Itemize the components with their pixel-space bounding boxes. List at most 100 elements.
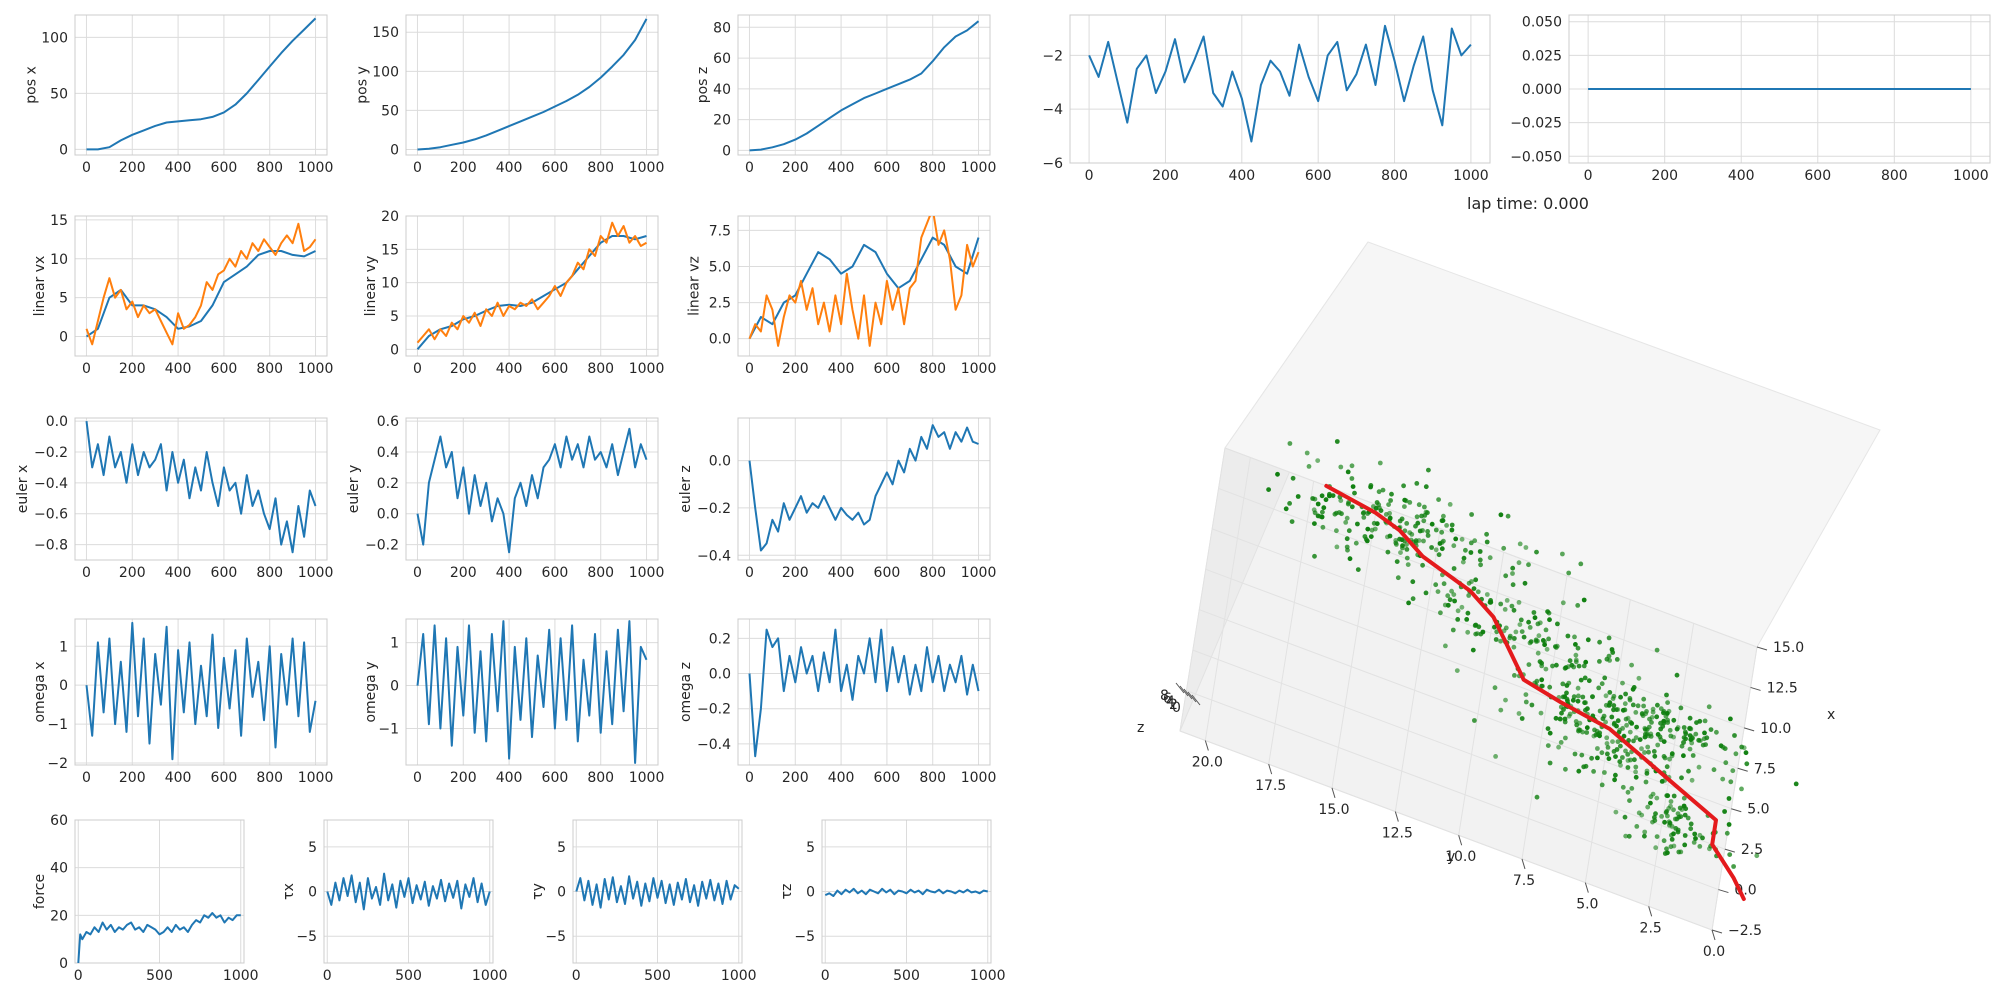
cone-point <box>1576 768 1582 774</box>
cone-point <box>1639 746 1644 752</box>
cone-point <box>1469 512 1474 517</box>
cone-point <box>1667 756 1672 762</box>
cone-point <box>1339 511 1344 517</box>
cone-point <box>1606 756 1612 762</box>
cone-point <box>1720 776 1726 782</box>
cone-point <box>1575 645 1581 651</box>
cone-point <box>1700 835 1705 841</box>
plot-border <box>323 819 494 964</box>
plot-frame <box>1069 14 1491 164</box>
cone-point <box>1682 812 1688 818</box>
cone-point <box>1664 764 1670 770</box>
cone-point <box>1547 684 1553 690</box>
x-tick-label: 800 <box>256 160 283 176</box>
y-tick-label: 0.0 <box>709 332 731 348</box>
y-axis-label: linear vy <box>363 256 379 317</box>
x-tick-label: 1000 <box>629 361 665 377</box>
cone-point <box>1320 509 1325 515</box>
x-tick-label: 0 <box>821 968 830 984</box>
series-line-0 <box>748 424 979 552</box>
cone-point <box>1439 529 1445 535</box>
cone-point <box>1692 831 1698 837</box>
y-tick-label: 100 <box>372 64 399 80</box>
plot-border <box>737 14 991 156</box>
panel-pos-y: 0 200 400 600 800 1000 0 50 100 150 pos y <box>355 14 665 176</box>
cone-point <box>1474 631 1480 636</box>
cone-point <box>1321 505 1327 511</box>
cone-point <box>1327 491 1332 497</box>
cone-point <box>1416 502 1422 508</box>
x-tick-label: 1000 <box>629 160 665 176</box>
x-tick-label: 200 <box>782 160 809 176</box>
x-tick-label: 600 <box>1305 168 1332 184</box>
y-axis-label: omega z <box>678 662 694 722</box>
y-tick-label: 0 <box>390 143 399 159</box>
cone-point <box>1658 726 1664 732</box>
cone-point <box>1622 814 1628 820</box>
cone-point <box>1597 730 1603 736</box>
cone-point <box>1739 744 1745 750</box>
plot-border <box>74 618 328 766</box>
cone-point <box>1423 590 1429 596</box>
cone-point <box>1633 769 1638 775</box>
cone-point <box>1630 702 1636 708</box>
plot-border <box>74 215 328 357</box>
cone-point <box>1625 789 1631 795</box>
y-tick-label: 1 <box>390 636 399 652</box>
cone-point <box>1547 760 1553 766</box>
y-tick-label: 2.5 <box>709 296 731 312</box>
x-tick-label: 500 <box>146 968 173 984</box>
cone-point <box>1711 767 1717 773</box>
cone-point <box>1661 710 1666 716</box>
cone-point <box>1683 736 1688 742</box>
cone-point <box>1614 657 1620 662</box>
series-line-0 <box>326 872 491 911</box>
x-tick-label: 1000 <box>629 770 665 786</box>
panel-linear-vz: 0 200 400 600 800 1000 0.0 2.5 5.0 7.5 linear vz <box>687 215 996 377</box>
cone-point <box>1691 840 1697 845</box>
x-tick-label: 200 <box>1152 168 1179 184</box>
cone-point <box>1610 650 1616 655</box>
y-tick-label: 80 <box>713 20 731 36</box>
cone-point <box>1704 735 1710 741</box>
x-tick-label: 1000 <box>961 565 997 581</box>
y-tick-label: 15 <box>381 242 399 258</box>
cone-point <box>1573 652 1579 658</box>
cone-point <box>1410 596 1416 602</box>
grid-line-y3d <box>1331 504 1378 788</box>
cone-point <box>1652 753 1658 759</box>
x-tick-label: 200 <box>450 160 477 176</box>
panel-force: 0 500 1000 0 20 40 60 force <box>32 813 259 984</box>
cone-point <box>1621 733 1627 739</box>
grid-line-y3d <box>1394 528 1441 812</box>
cone-point <box>1407 500 1413 505</box>
x-tick-label: 0 <box>572 968 581 984</box>
cone-point <box>1511 644 1517 650</box>
cone-point <box>1345 501 1351 507</box>
x3d-tick-label: 12.5 <box>1767 680 1798 696</box>
x-tick-label: 800 <box>587 770 614 786</box>
cone-point <box>1650 709 1656 715</box>
cone-point <box>1615 718 1621 724</box>
cone-point <box>1334 544 1340 550</box>
y-axis-label: pos z <box>695 67 711 104</box>
cone-point <box>1580 729 1585 735</box>
cone-point <box>1451 592 1457 597</box>
cone-point <box>1283 506 1289 512</box>
cone-point <box>1526 662 1532 667</box>
cone-point <box>1671 831 1676 837</box>
cone-point <box>1564 690 1569 696</box>
y-tick-label: −0.050 <box>1510 149 1562 165</box>
cone-point <box>1685 815 1691 821</box>
x-tick-label: 200 <box>119 770 146 786</box>
x-tick-label: 1000 <box>1453 168 1489 184</box>
x3d-axis-label: x <box>1827 707 1835 723</box>
cone-point <box>1669 751 1675 757</box>
y-axis-label: linear vz <box>687 256 703 316</box>
cone-point <box>1645 804 1651 810</box>
cone-point <box>1498 512 1504 518</box>
y-tick-label: 60 <box>713 51 731 67</box>
cone-point <box>1632 757 1637 763</box>
cone-point <box>1443 643 1448 649</box>
x-tick-label: 600 <box>211 565 238 581</box>
